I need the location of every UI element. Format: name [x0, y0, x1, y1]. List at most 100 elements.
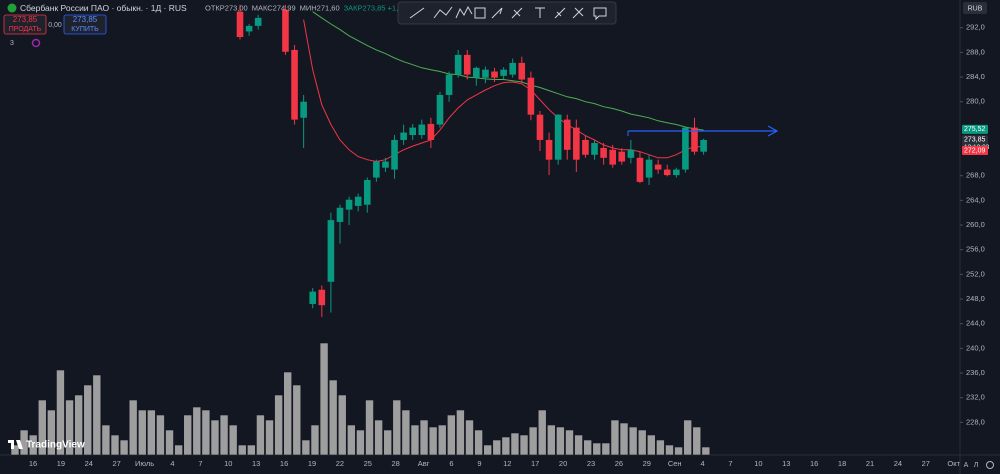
volume-bar — [156, 414, 165, 456]
volume-bar — [456, 409, 465, 456]
volume-bar — [583, 439, 592, 456]
volume-bar — [428, 426, 438, 456]
ohlc-value: ОТКР273,00 — [205, 3, 248, 12]
volume-bar — [319, 342, 329, 456]
candle-body — [391, 139, 398, 170]
candle-body — [309, 291, 317, 304]
sell-label: ПРОДАТЬ — [9, 26, 42, 33]
volume-bar — [283, 371, 293, 456]
sell-button[interactable] — [3, 14, 47, 35]
tool[interactable] — [593, 7, 607, 21]
tool[interactable] — [511, 7, 523, 19]
volume-bar — [147, 409, 156, 456]
tool[interactable] — [572, 7, 584, 19]
volume-bar — [665, 444, 674, 456]
x-tick-label: 6 — [449, 459, 453, 468]
volume-bar — [165, 429, 174, 456]
volume-bar — [337, 394, 347, 456]
candle-body — [382, 161, 389, 168]
price-marker-label: 273,85 — [964, 136, 986, 143]
tool[interactable] — [474, 7, 486, 19]
volume — [10, 342, 711, 456]
tool[interactable] — [554, 7, 566, 19]
volume-bar — [692, 426, 702, 456]
candle-body — [673, 169, 680, 176]
volume-bar — [701, 446, 711, 456]
bottom-button[interactable]: A — [964, 462, 969, 469]
x-tick-label: Авг — [418, 459, 430, 468]
y-tick-label: 260,0 — [966, 220, 985, 229]
tool[interactable] — [535, 7, 545, 18]
volume-bar — [101, 424, 111, 456]
candle-body — [600, 147, 607, 158]
buy-button[interactable] — [63, 14, 107, 35]
volume-bar — [392, 399, 402, 456]
candle-body — [618, 151, 626, 162]
candle-body — [436, 94, 444, 125]
candle-body — [482, 69, 489, 78]
y-tick-label: 228,0 — [966, 417, 985, 426]
volume-bar — [410, 424, 420, 456]
tool[interactable] — [409, 7, 425, 19]
volume-bar — [501, 436, 511, 456]
indicators-count[interactable]: 3 — [10, 40, 14, 47]
volume-bar — [28, 434, 38, 456]
x-tick-label: 9 — [477, 459, 481, 468]
symbol-logo — [7, 3, 17, 13]
volume-bar — [347, 424, 356, 456]
x-tick-label: 19 — [57, 459, 65, 468]
y-tick-label: 236,0 — [966, 368, 985, 377]
x-tick-label: 27 — [922, 459, 930, 468]
indicator-icon[interactable] — [31, 38, 41, 48]
volume-bar — [47, 409, 56, 456]
tool[interactable] — [433, 6, 453, 19]
x-tick-label: 4 — [701, 459, 705, 468]
volume-bar — [356, 429, 365, 456]
y-tick-label: 248,0 — [966, 294, 985, 303]
volume-bar — [483, 444, 492, 456]
volume-bar — [674, 446, 683, 456]
candle-body — [400, 132, 407, 140]
x-tick-label: 27 — [113, 459, 121, 468]
volume-bar — [383, 429, 392, 456]
candle-body — [500, 69, 507, 76]
bottom-button[interactable]: Л — [974, 462, 979, 469]
settings-icon[interactable] — [986, 461, 994, 469]
volume-bar — [174, 444, 183, 456]
volume-bar — [292, 384, 302, 456]
tool[interactable] — [455, 5, 473, 19]
price-marker — [962, 124, 988, 134]
candle-body — [427, 123, 435, 140]
y-tick-label: 256,0 — [966, 245, 985, 254]
price-marker-label: 272,09 — [964, 147, 986, 154]
tool[interactable] — [491, 7, 503, 19]
volume-bar — [92, 374, 102, 456]
x-tick-label: 12 — [503, 459, 511, 468]
x-tick-label: 16 — [810, 459, 818, 468]
volume-bar — [537, 409, 547, 456]
volume-bar — [237, 444, 247, 456]
volume-bar — [447, 414, 456, 456]
volume-bar — [310, 424, 320, 456]
volume-bar — [637, 429, 647, 456]
ohlc-value: МАКС274,99 — [252, 3, 296, 12]
x-tick-label: Сен — [668, 459, 682, 468]
candle-body — [245, 25, 253, 32]
volume-bar — [574, 434, 583, 456]
candle-body — [473, 67, 480, 78]
volume-bar — [519, 434, 529, 456]
volume-bar — [274, 394, 283, 456]
ohlc-value: ЗАКР273,85 +1,64 (+ — [344, 3, 416, 12]
x-tick-label: 21 — [866, 459, 874, 468]
brand: TradingView — [26, 440, 85, 451]
y-tick-label: 284,0 — [966, 72, 985, 81]
currency-box[interactable] — [963, 2, 987, 14]
y-tick-label: 252,0 — [966, 269, 985, 278]
drawing-toolbar — [397, 1, 617, 25]
volume-bar — [610, 419, 620, 456]
candle-body — [527, 77, 535, 115]
candle-body — [554, 114, 562, 160]
